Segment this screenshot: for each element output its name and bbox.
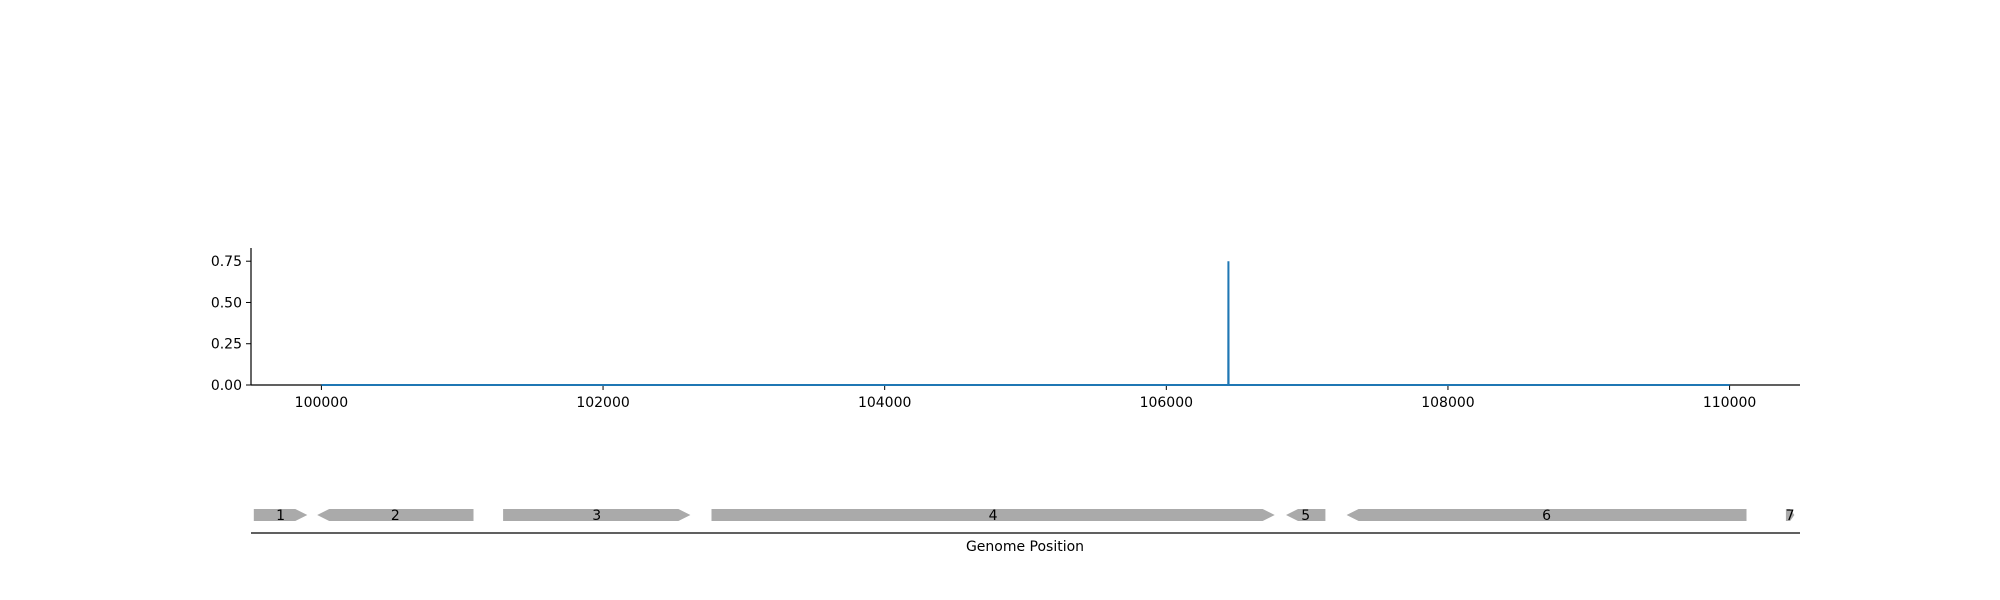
- gene-label: 3: [592, 508, 601, 524]
- x-tick-label: 106000: [1140, 395, 1193, 411]
- x-axis-label: Genome Position: [966, 539, 1084, 555]
- gene-label: 6: [1542, 508, 1551, 524]
- gene-arrow: [503, 509, 691, 521]
- gene-arrow: [317, 509, 474, 521]
- gene-label: 7: [1786, 508, 1795, 524]
- x-tick-label: 100000: [295, 395, 348, 411]
- coverage-plot: 0.00 0.25 0.50 0.75 100000 102000 104000 106000…: [211, 248, 1800, 411]
- gene-label: 1: [276, 508, 285, 524]
- x-tick-label: 102000: [576, 395, 629, 411]
- gene-label: 2: [391, 508, 400, 524]
- gene-arrow: [1346, 509, 1747, 521]
- gene-arrow: [711, 509, 1275, 521]
- x-tick-label: 104000: [858, 395, 911, 411]
- y-tick-label: 0.00: [211, 378, 242, 394]
- coverage-series-line: [321, 261, 1730, 386]
- gene-label: 4: [989, 508, 998, 524]
- gene-arrow: [253, 509, 308, 521]
- gene-arrow: [1785, 509, 1795, 521]
- gene-track: 1 2 3 4 5 6 7: [251, 508, 1800, 534]
- gene-arrow: [1286, 509, 1326, 521]
- gene-label: 5: [1301, 508, 1310, 524]
- x-tick-label: 108000: [1421, 395, 1474, 411]
- y-tick-label: 0.25: [211, 337, 242, 353]
- x-tick-label: 110000: [1703, 395, 1756, 411]
- y-tick-label: 0.75: [211, 254, 242, 270]
- y-tick-label: 0.50: [211, 295, 242, 311]
